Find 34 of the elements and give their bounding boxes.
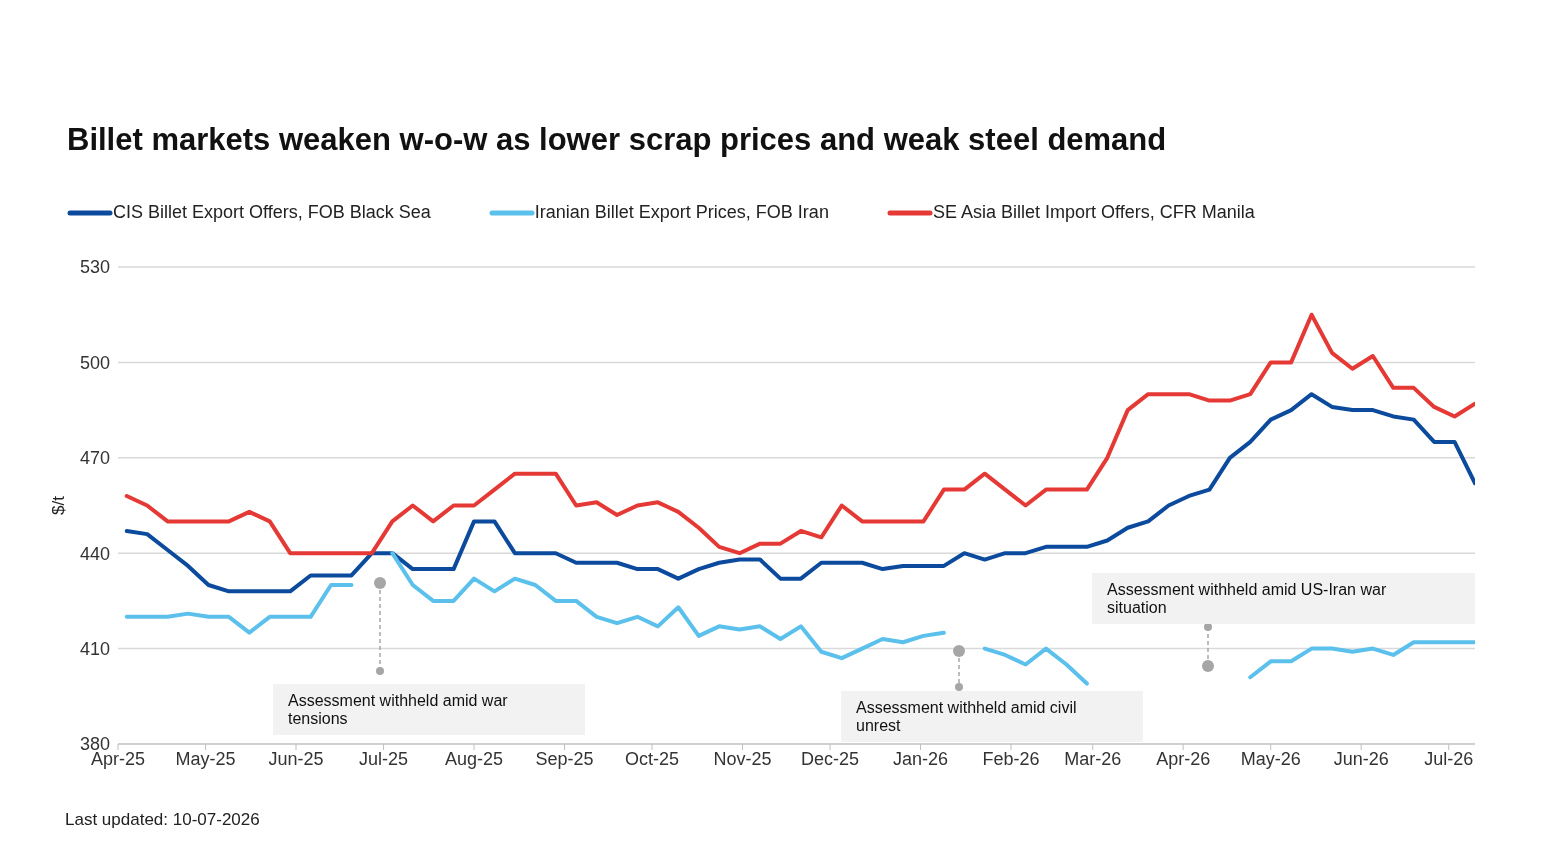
- y-tick-label: 500: [79, 352, 110, 373]
- callout-box: Assessment withheld amid civil unrest: [841, 691, 1143, 742]
- x-tick-label: May-25: [175, 748, 236, 769]
- line-series: [124, 392, 1475, 594]
- x-tick-label: Feb-26: [982, 748, 1040, 769]
- x-tick-label: May-26: [1240, 748, 1301, 769]
- x-tick-label: Nov-25: [713, 748, 772, 769]
- y-tick-label: 470: [79, 448, 110, 469]
- x-tick-label: Apr-26: [1156, 748, 1211, 769]
- x-tick-label: Oct-25: [625, 748, 680, 769]
- x-tick-label: Dec-25: [801, 748, 860, 769]
- annotation: Assessment withheld amid war tensions: [288, 692, 509, 728]
- callout-box: Assessment withheld amid US-Iran war situation: [1092, 573, 1475, 624]
- y-tick-label: 440: [79, 543, 110, 564]
- y-axis-title: $/t: [49, 495, 69, 515]
- annotation: Assessment withheld amid civil unrest: [856, 699, 1078, 735]
- legend-label: CIS Billet Export Offers, FOB Black Sea: [113, 202, 431, 223]
- y-tick-label: 410: [79, 638, 110, 659]
- legend-label: SE Asia Billet Import Offers, CFR Manila: [932, 202, 1255, 223]
- y-tick-label: 530: [79, 257, 110, 278]
- x-tick-label: Jun-25: [268, 748, 324, 769]
- legend-label: Iranian Billet Export Prices, FOB Iran: [534, 202, 829, 223]
- line-series: [124, 312, 1475, 556]
- x-tick-label: Aug-25: [445, 748, 504, 769]
- x-tick-label: Jun-26: [1333, 748, 1389, 769]
- callout-box: Assessment withheld amid war tensions: [273, 684, 585, 735]
- x-tick-label: Jan-26: [893, 748, 949, 769]
- annotation: Assessment withheld amid US-Iran war situation: [1107, 581, 1388, 617]
- x-tick-label: Jul-25: [359, 748, 409, 769]
- chart-title: Billet markets weaken w-o-w as lower scrap prices and weak steel demand: [67, 122, 1168, 158]
- text: Last updated: 10-07-2026: [65, 810, 261, 830]
- x-tick-label: Jul-26: [1424, 748, 1474, 769]
- x-tick-label: Sep-25: [535, 748, 594, 769]
- x-tick-label: Mar-26: [1064, 748, 1122, 769]
